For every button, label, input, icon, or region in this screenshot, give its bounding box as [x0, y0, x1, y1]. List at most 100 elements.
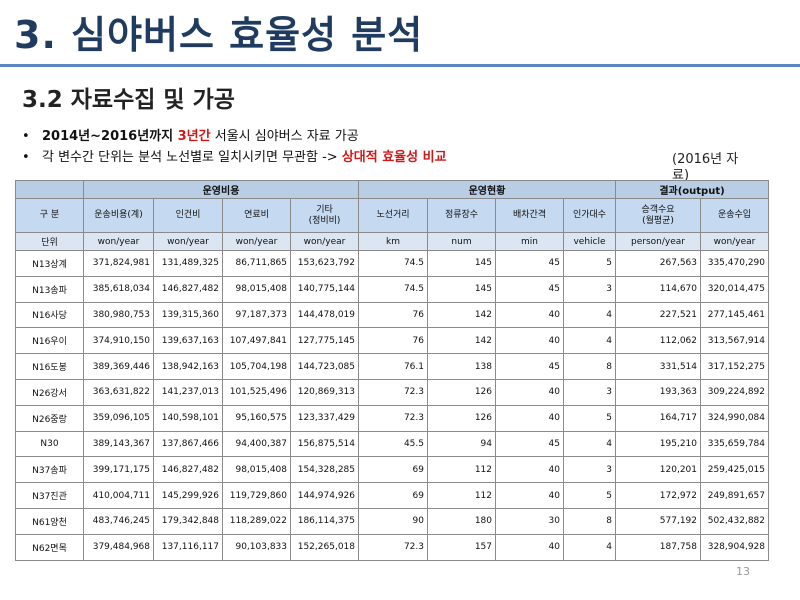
table-cell: 40	[495, 456, 564, 484]
table-cell: 119,729,860	[222, 482, 291, 509]
table-cell: 69	[358, 482, 428, 509]
table-cell: 45	[495, 353, 564, 380]
table-cell: 144,974,926	[290, 482, 359, 509]
table-cell: 145	[427, 275, 496, 303]
table-cell: 139,637,163	[153, 327, 223, 355]
table-cell: 45.5	[358, 430, 428, 458]
table-cell: 259,425,015	[700, 456, 769, 484]
table-cell: 4	[563, 430, 616, 458]
table-cell: 120,201	[615, 456, 701, 484]
bullet-list: 2014년~2016년까지 3년간 서울시 심야버스 자료 가공 각 변수간 단…	[22, 126, 447, 168]
table-cell: 227,521	[615, 301, 701, 329]
table-cell: 172,972	[615, 482, 701, 509]
unit-cell: num	[427, 232, 496, 251]
table-cell: 331,514	[615, 353, 701, 380]
table-cell: 8	[563, 353, 616, 380]
group-row: 운영비용 운영현황 결과(output)	[15, 180, 769, 199]
data-table: 운영비용 운영현황 결과(output) 구 분 운송비용(계) 인건비 연료비 기타 (정비…	[15, 180, 769, 561]
column-header: 기타 (정비비)	[290, 198, 359, 233]
row-label: N30	[15, 430, 84, 458]
table-row: N16우이 374,910,150 139,637,163 107,497,841 12…	[15, 327, 769, 355]
table-cell: 40	[495, 327, 564, 355]
table-cell: 320,014,475	[700, 275, 769, 303]
unit-cell: won/year	[83, 232, 154, 251]
table-cell: 309,224,892	[700, 378, 769, 406]
unit-cell: person/year	[615, 232, 701, 251]
row-label: N16도봉	[15, 353, 84, 380]
unit-cell: won/year	[153, 232, 223, 251]
group-cell	[15, 180, 84, 199]
group-header: 운영현황	[358, 180, 616, 199]
table-cell: 131,489,325	[153, 250, 223, 277]
table-row: N37송파 399,171,175 146,827,482 98,015,408 154…	[15, 456, 769, 484]
table-cell: 410,004,711	[83, 482, 154, 509]
table-cell: 4	[563, 301, 616, 329]
table-cell: 98,015,408	[222, 275, 291, 303]
table-cell: 140,775,144	[290, 275, 359, 303]
table-cell: 156,875,514	[290, 430, 359, 458]
table-cell: 399,171,175	[83, 456, 154, 484]
table-row: N30 389,143,367 137,867,466 94,400,387 156,8…	[15, 430, 769, 458]
table-cell: 30	[495, 507, 564, 535]
column-header: 인건비	[153, 198, 223, 233]
bullet-highlight: 상대적 효율성 비교	[341, 150, 447, 165]
table-cell: 389,369,446	[83, 353, 154, 380]
table-row: N26중랑 359,096,105 140,598,101 95,160,575 123…	[15, 404, 769, 432]
unit-cell: won/year	[290, 232, 359, 251]
table-cell: 164,717	[615, 404, 701, 432]
table-cell: 112	[427, 456, 496, 484]
table-cell: 94	[427, 430, 496, 458]
table-cell: 74.5	[358, 250, 428, 277]
table-cell: 112,062	[615, 327, 701, 355]
table-cell: 142	[427, 301, 496, 329]
table-cell: 120,869,313	[290, 378, 359, 406]
table-cell: 97,187,373	[222, 301, 291, 329]
group-header: 운영비용	[83, 180, 359, 199]
table-cell: 4	[563, 533, 616, 561]
bullet-text: 2014년~2016년까지	[42, 129, 178, 144]
row-label: N62면목	[15, 533, 84, 561]
table-cell: 317,152,275	[700, 353, 769, 380]
table-cell: 328,904,928	[700, 533, 769, 561]
unit-cell: 단위	[15, 232, 84, 251]
table-cell: 138,942,163	[153, 353, 223, 380]
row-label: N16우이	[15, 327, 84, 355]
table-cell: 4	[563, 327, 616, 355]
table-row: N13상계 371,824,981 131,489,325 86,711,865 153…	[15, 250, 769, 277]
bullet-text: 각 변수간 단위는 분석 노선별로 일치시키면 무관함 ->	[42, 150, 342, 165]
table-cell: 374,910,150	[83, 327, 154, 355]
unit-cell: vehicle	[563, 232, 616, 251]
table-cell: 137,867,466	[153, 430, 223, 458]
table-cell: 101,525,496	[222, 378, 291, 406]
table-cell: 118,289,022	[222, 507, 291, 535]
table-cell: 483,746,245	[83, 507, 154, 535]
table-cell: 95,160,575	[222, 404, 291, 432]
table-cell: 324,990,084	[700, 404, 769, 432]
table-cell: 126	[427, 404, 496, 432]
table-cell: 179,342,848	[153, 507, 223, 535]
table-row: N16사당 380,980,753 139,315,360 97,187,373 144…	[15, 301, 769, 329]
table-row: N61양천 483,746,245 179,342,848 118,289,022 18…	[15, 507, 769, 535]
table-cell: 193,363	[615, 378, 701, 406]
column-header: 승객수요 (월평균)	[615, 198, 701, 233]
table-cell: 180	[427, 507, 496, 535]
table-cell: 45	[495, 430, 564, 458]
table-cell: 8	[563, 507, 616, 535]
table-cell: 142	[427, 327, 496, 355]
column-header: 구 분	[15, 198, 84, 233]
table-row: N26강서 363,631,822 141,237,013 101,525,496 12…	[15, 378, 769, 406]
table-cell: 123,337,429	[290, 404, 359, 432]
column-header: 운송비용(계)	[83, 198, 154, 233]
unit-cell: min	[495, 232, 564, 251]
table-cell: 45	[495, 275, 564, 303]
table-cell: 126	[427, 378, 496, 406]
row-label: N26중랑	[15, 404, 84, 432]
table-cell: 76	[358, 301, 428, 329]
table-cell: 98,015,408	[222, 456, 291, 484]
row-label: N13송파	[15, 275, 84, 303]
table-cell: 335,470,290	[700, 250, 769, 277]
table-cell: 3	[563, 275, 616, 303]
column-header: 노선거리	[358, 198, 428, 233]
table-cell: 107,497,841	[222, 327, 291, 355]
